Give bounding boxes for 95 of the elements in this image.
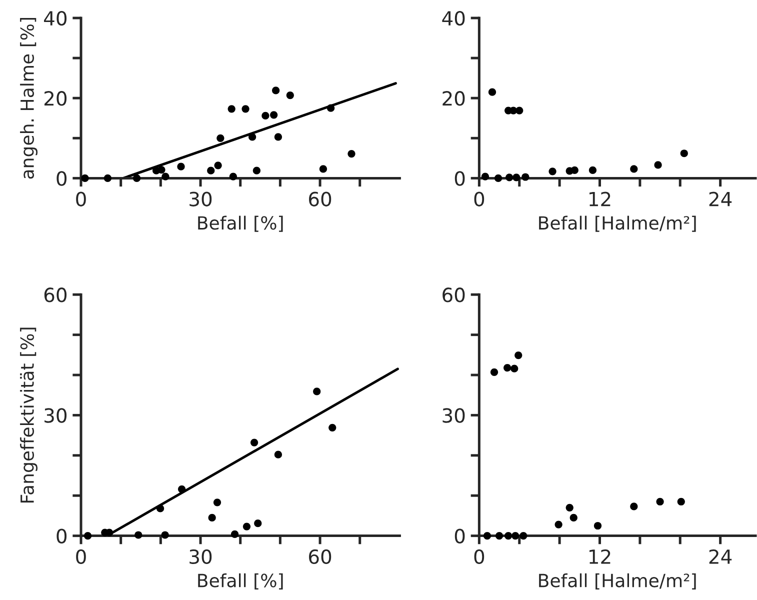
point — [481, 172, 490, 180]
point — [158, 166, 166, 174]
x-tick-label: 24 — [709, 192, 732, 206]
x-tick-label: 60 — [309, 549, 332, 564]
x-tick-label: 60 — [309, 192, 332, 206]
y-axis-title: Fangeffektivität [%] — [20, 328, 38, 502]
point — [208, 514, 216, 522]
y-tick-label: 40 — [442, 10, 465, 26]
point — [566, 504, 574, 512]
x-tick-label: 0 — [474, 549, 484, 564]
point — [510, 364, 518, 372]
point — [248, 133, 256, 141]
x-axis-title: Befall [%] — [198, 216, 283, 232]
point — [522, 173, 530, 181]
point — [161, 531, 169, 539]
y-tick-label: 40 — [44, 10, 67, 26]
point — [504, 364, 512, 372]
point — [520, 532, 528, 540]
point — [326, 104, 335, 112]
point — [328, 424, 336, 432]
point — [162, 172, 170, 180]
point — [213, 498, 222, 506]
y-tick-label: 30 — [44, 408, 67, 423]
point — [156, 504, 164, 512]
y-tick-label: 0 — [56, 171, 67, 186]
point — [254, 520, 262, 528]
point — [504, 532, 512, 540]
point — [319, 165, 328, 173]
y-tick-label: 0 — [454, 171, 465, 186]
point — [630, 165, 638, 173]
y-tick-label: 20 — [44, 91, 67, 106]
x-axis-title: Befall [Halme/m²] — [539, 216, 696, 232]
y-tick-label: 30 — [442, 408, 465, 423]
point — [252, 166, 260, 174]
point — [594, 522, 602, 530]
point — [81, 174, 89, 182]
x-tick-label: 0 — [474, 192, 484, 206]
x-tick-label: 0 — [76, 192, 86, 206]
point — [207, 166, 215, 174]
point — [514, 352, 522, 360]
point — [274, 450, 282, 458]
point — [104, 174, 112, 182]
y-tick-label: 0 — [56, 528, 67, 544]
y-tick-label: 60 — [44, 288, 67, 302]
point — [490, 368, 498, 376]
point — [348, 150, 356, 158]
point — [242, 105, 250, 113]
point — [554, 520, 562, 528]
point — [177, 162, 185, 170]
point — [494, 174, 502, 182]
point — [570, 166, 578, 174]
point — [132, 174, 141, 182]
point — [270, 111, 278, 119]
point — [178, 485, 186, 493]
y-tick-label: 60 — [442, 288, 465, 302]
x-axis-title: Befall [%] — [198, 573, 283, 590]
point — [570, 514, 578, 522]
point — [214, 162, 222, 170]
point — [516, 106, 524, 114]
x-tick-label: 12 — [590, 192, 610, 206]
point — [512, 174, 520, 182]
y-axis-title: angeh. Halme [%] — [20, 18, 38, 179]
point — [656, 498, 664, 506]
point — [548, 168, 556, 176]
point — [654, 161, 662, 169]
point — [588, 166, 597, 174]
point — [313, 388, 321, 396]
x-axis-title: Befall [Halme/m²] — [539, 573, 696, 590]
point — [495, 532, 504, 540]
point — [630, 502, 638, 510]
point — [228, 105, 236, 113]
point — [229, 172, 237, 180]
x-tick-label: 0 — [76, 549, 86, 564]
point — [262, 112, 270, 120]
point — [230, 530, 239, 538]
point — [134, 531, 142, 539]
point — [483, 532, 492, 540]
point — [677, 498, 685, 506]
point — [286, 91, 294, 100]
point — [250, 438, 258, 446]
x-tick-label: 30 — [190, 192, 212, 206]
y-tick-label: 20 — [442, 91, 465, 106]
point — [506, 174, 514, 182]
x-tick-label: 12 — [590, 549, 610, 564]
point — [272, 86, 280, 94]
point — [512, 532, 520, 540]
point — [242, 522, 251, 530]
point — [274, 133, 282, 141]
y-tick-label: 0 — [454, 528, 465, 544]
x-tick-label: 24 — [709, 549, 732, 564]
point — [216, 134, 224, 142]
point — [680, 150, 688, 158]
x-tick-label: 30 — [190, 549, 212, 564]
point — [488, 88, 496, 96]
point — [84, 532, 92, 540]
